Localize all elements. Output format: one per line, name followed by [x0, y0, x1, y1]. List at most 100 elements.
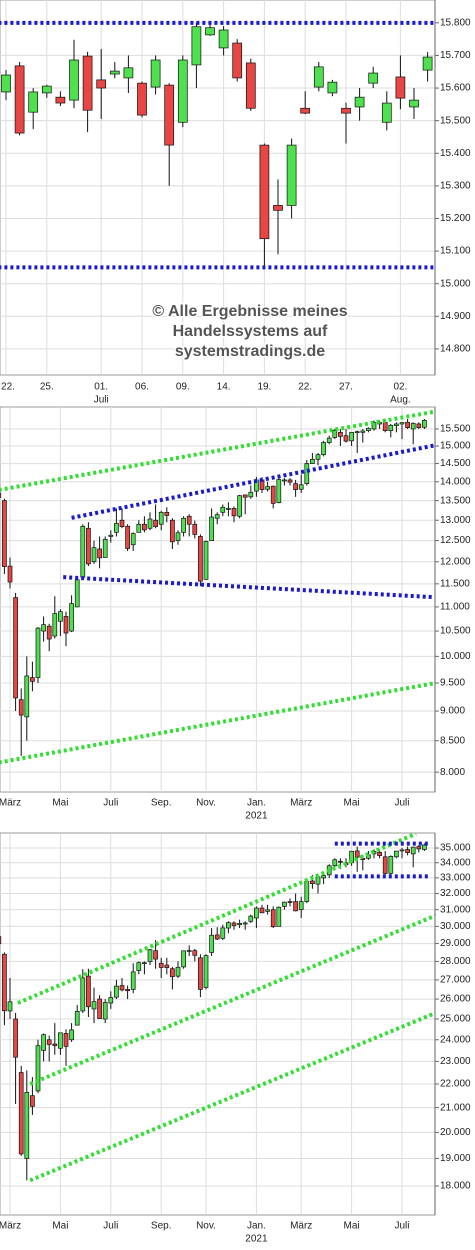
candle-body: [181, 517, 186, 533]
candle-body: [209, 934, 214, 953]
x-tick-label: 25.: [40, 382, 54, 393]
candle-body: [125, 525, 130, 549]
candle-body: [125, 989, 130, 992]
candle-body: [24, 1092, 30, 1159]
candle-body: [231, 508, 237, 517]
y-tick-label: 21.000: [440, 1102, 471, 1113]
candle-body: [58, 611, 63, 622]
y-tick-label: 33.000: [440, 873, 471, 884]
candle-body: [388, 856, 394, 874]
y-tick-label: 15.700: [440, 50, 471, 61]
candle-body: [214, 934, 220, 940]
candle-body: [310, 880, 315, 885]
y-tick-label: 35.000: [440, 843, 471, 854]
candle-body: [13, 597, 18, 699]
candle-body: [321, 875, 326, 879]
y-tick-label: 22.000: [440, 1079, 471, 1090]
candle-body: [52, 1043, 58, 1047]
candle-body: [205, 27, 215, 36]
candle-body: [242, 922, 248, 925]
trend-line: [0, 409, 435, 492]
x-sub-label: Aug.: [390, 395, 411, 406]
candle-body: [354, 96, 365, 108]
x-tick-label: März: [290, 1221, 312, 1232]
y-tick-label: 29.000: [440, 938, 471, 949]
candle-body: [2, 953, 7, 1012]
candle-body: [97, 998, 102, 1019]
candle-body: [422, 844, 427, 850]
y-tick-label: 9.000: [440, 706, 465, 717]
candle-body: [293, 483, 298, 490]
candle-body: [259, 144, 270, 240]
candle-body: [63, 616, 69, 634]
y-tick-label: 9.500: [440, 678, 465, 689]
x-tick-label: Juli: [394, 798, 409, 809]
y-tick-label: 14.800: [440, 344, 471, 355]
candle-body: [321, 442, 326, 456]
candle-body: [220, 506, 226, 513]
x-tick-label: März: [0, 1221, 21, 1232]
candle-body: [58, 1032, 63, 1049]
candle-body: [137, 82, 147, 116]
y-tick-label: 31.000: [440, 904, 471, 915]
candle-body: [422, 56, 433, 71]
candle-body: [80, 977, 86, 1012]
candle-body: [18, 699, 24, 716]
candle-body: [313, 66, 324, 88]
candle-body: [102, 1002, 108, 1020]
plot-area: [0, 406, 436, 793]
candle-body: [30, 1095, 35, 1107]
plot-group: [0, 833, 435, 1215]
candle-body: [259, 907, 265, 914]
x-tick-label: März: [290, 798, 312, 809]
candle-body: [410, 422, 416, 430]
candle-body: [231, 922, 237, 926]
candle-body: [298, 901, 304, 911]
candle-body: [82, 55, 93, 111]
candle-body: [254, 907, 259, 919]
x-tick-label: Sep.: [151, 1221, 172, 1232]
candle-body: [354, 431, 360, 433]
candle-body: [203, 955, 209, 988]
candle-body: [394, 423, 399, 426]
y-tick-label: 20.000: [440, 1127, 471, 1138]
y-tick-label: 11.000: [440, 602, 470, 613]
candle-body: [232, 42, 243, 79]
candle-body: [286, 144, 297, 206]
candle-body: [74, 579, 80, 608]
candle-body: [192, 523, 198, 535]
x-tick-label: 09.: [176, 382, 190, 393]
candle-body: [326, 437, 332, 443]
candle-body: [377, 852, 382, 856]
candle-body: [198, 536, 203, 582]
candle-body: [191, 26, 202, 66]
candle-body: [300, 107, 311, 114]
candle-body: [18, 1072, 24, 1155]
candle-body: [175, 532, 181, 541]
y-tick-label: 32.000: [440, 888, 471, 899]
watermark: systemstradings.de: [175, 343, 325, 360]
watermark: © Alle Ergebnisse meines: [152, 303, 347, 320]
y-tick-label: 15.600: [440, 83, 471, 94]
candle-body: [69, 603, 74, 632]
candle-body: [349, 431, 354, 442]
candle-body: [142, 962, 147, 965]
y-tick-label: 14.900: [440, 311, 471, 322]
candle-body: [164, 964, 170, 968]
candle-body: [186, 515, 192, 525]
candle-body: [0, 936, 2, 945]
candle-body: [405, 849, 410, 853]
candle-body: [158, 962, 164, 968]
trend-line: [17, 833, 417, 1005]
candle-body: [41, 1034, 46, 1051]
x-tick-label: Mai: [344, 1221, 360, 1232]
candle-body: [181, 950, 186, 968]
x-tick-label: 06.: [135, 382, 149, 393]
candle-body: [69, 59, 79, 101]
candle-body: [220, 927, 226, 939]
candle-body: [91, 547, 97, 563]
candle-body: [142, 523, 147, 531]
candle-body: [2, 500, 7, 567]
x-tick-label: 14.: [217, 382, 231, 393]
